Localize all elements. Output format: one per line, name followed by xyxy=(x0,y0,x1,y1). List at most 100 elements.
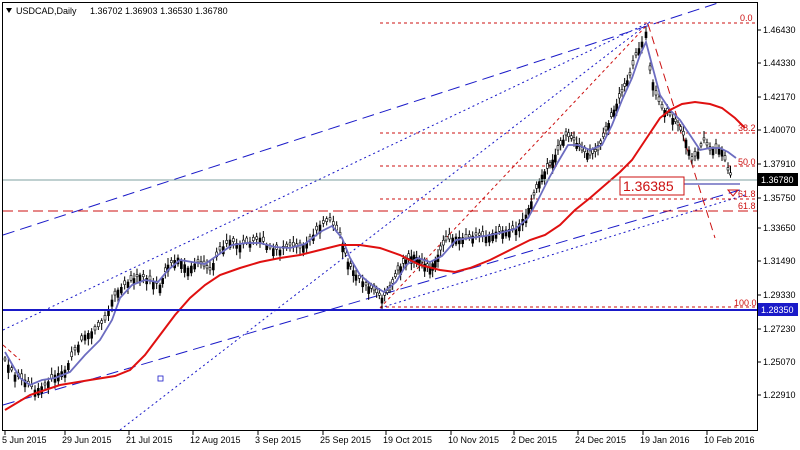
plot-frame xyxy=(2,2,758,431)
candle-body xyxy=(103,315,107,321)
time-tick-label: 5 Jun 2015 xyxy=(2,435,47,445)
price-tick-label: 1.29330 xyxy=(763,290,796,300)
candle-body xyxy=(378,292,381,296)
candle-body xyxy=(97,322,100,327)
candle-body xyxy=(575,143,578,149)
candle-body xyxy=(205,265,209,269)
candle-body xyxy=(448,233,451,240)
candle-body xyxy=(278,249,282,256)
candle-body xyxy=(484,235,488,244)
price-axis: 1.46430 1.44330 1.42170 1.40070 1.37910 1.357… xyxy=(757,25,796,400)
candlesticks xyxy=(3,27,732,401)
candle-body xyxy=(138,274,142,282)
candle-body xyxy=(186,267,190,277)
time-tick-label: 24 Dec 2015 xyxy=(575,435,626,445)
candle-body xyxy=(631,60,635,66)
candle-body xyxy=(23,379,27,388)
collapse-arrow-icon[interactable] xyxy=(6,8,12,13)
price-tick-label: 1.22910 xyxy=(763,390,796,400)
price-annotation-box[interactable] xyxy=(619,176,685,196)
time-tick-label: 2 Dec 2015 xyxy=(511,435,557,445)
candle-body xyxy=(705,142,709,146)
price-tick-label: 1.42170 xyxy=(763,92,796,102)
candle-body xyxy=(164,267,167,272)
candle-body xyxy=(170,260,173,263)
candle-body xyxy=(644,31,648,38)
price-tick-label: 1.46430 xyxy=(763,25,796,35)
candle-body xyxy=(726,167,730,171)
candle-body xyxy=(7,364,10,373)
symbol-timeframe: USDCAD,Daily xyxy=(16,6,77,16)
time-tick-label: 25 Sep 2015 xyxy=(320,435,371,445)
candle-body xyxy=(690,156,694,161)
candle-body xyxy=(352,270,355,276)
candle-body xyxy=(620,89,624,93)
candle-body xyxy=(602,132,605,137)
candle-body xyxy=(349,263,352,267)
time-axis: 5 Jun 2015 29 Jun 2015 21 Jul 2015 12 Aug 2… xyxy=(2,431,755,445)
candle-body xyxy=(315,225,318,231)
candle-body xyxy=(623,83,626,87)
candle-body xyxy=(543,171,546,179)
current-price-text: 1.36780 xyxy=(761,175,794,185)
fib-label-38: 38.2 xyxy=(738,123,756,133)
candle-body xyxy=(380,297,384,304)
down-arrow-icon xyxy=(726,189,740,197)
candle-body xyxy=(292,242,295,247)
price-tick-label: 1.25070 xyxy=(763,357,796,367)
candle-body xyxy=(478,232,481,236)
moving-averages xyxy=(4,39,746,411)
candle-body xyxy=(693,151,697,157)
candle-body xyxy=(464,234,468,239)
candle-body xyxy=(481,231,484,236)
candle-body xyxy=(615,103,618,112)
channel-anchor-handle xyxy=(157,375,164,382)
candle-body xyxy=(684,139,688,149)
time-tick-label: 10 Nov 2015 xyxy=(448,435,499,445)
candle-body xyxy=(87,333,90,340)
time-tick-label: 10 Feb 2016 xyxy=(704,435,755,445)
time-tick-label: 19 Jan 2016 xyxy=(640,435,690,445)
candle-body xyxy=(123,280,126,285)
candle-body xyxy=(458,237,461,245)
candle-body xyxy=(354,274,358,281)
price-tick-label: 1.31490 xyxy=(763,256,796,266)
price-tick-label: 1.27230 xyxy=(763,324,796,334)
price-tick-label: 1.33650 xyxy=(763,223,796,233)
candle-body xyxy=(100,320,103,324)
candle-body xyxy=(375,288,378,293)
candle-body xyxy=(604,125,608,131)
candle-body xyxy=(444,236,448,241)
candle-body xyxy=(442,240,445,246)
candle-body xyxy=(717,148,721,155)
candle-body xyxy=(501,230,504,239)
candle-body xyxy=(474,232,478,236)
candle-body xyxy=(196,259,200,263)
candle-body xyxy=(676,121,680,126)
candle-body xyxy=(551,159,554,169)
candle-body xyxy=(588,150,592,156)
candle-body xyxy=(626,80,629,87)
price-tick-label: 1.35750 xyxy=(763,193,796,203)
candle-body xyxy=(193,263,196,270)
candle-body xyxy=(657,96,661,102)
candle-body xyxy=(651,82,655,91)
price-tick-label: 1.37910 xyxy=(763,159,796,169)
fibonacci-retracement xyxy=(3,22,757,309)
candle-body xyxy=(255,236,258,240)
candle-body xyxy=(562,139,565,146)
candle-body xyxy=(494,231,498,239)
candle-body xyxy=(471,235,474,244)
candle-body xyxy=(468,234,471,238)
candle-body xyxy=(599,140,602,144)
candle-body xyxy=(332,221,335,226)
time-tick-label: 12 Aug 2015 xyxy=(190,435,241,445)
candle-body xyxy=(532,192,536,196)
candle-body xyxy=(129,275,133,281)
candle-body xyxy=(235,243,238,249)
candle-body xyxy=(586,153,589,160)
ohlc-values: 1.36702 1.36903 1.36530 1.36780 xyxy=(90,6,228,16)
time-tick-label: 21 Jul 2015 xyxy=(126,435,173,445)
